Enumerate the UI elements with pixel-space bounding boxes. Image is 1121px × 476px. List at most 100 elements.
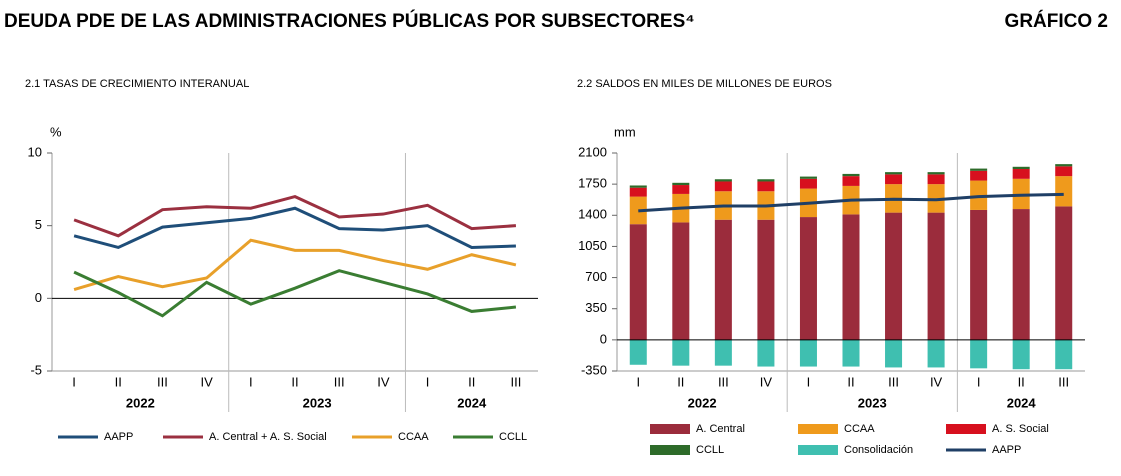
x-tick-label: III: [718, 374, 729, 389]
bar-segment: [1012, 339, 1030, 370]
bar-segment: [672, 339, 690, 366]
x-tick-label: I: [807, 374, 811, 389]
bar-segment: [799, 178, 817, 189]
x-tick-label: IV: [377, 374, 390, 389]
bar-segment: [714, 339, 732, 366]
x-group-label: 2022: [126, 395, 155, 410]
bar-segment: [970, 170, 988, 181]
y-tick-label: 700: [585, 269, 607, 284]
y-tick-label: 1050: [578, 238, 607, 253]
bar-segment: [799, 217, 817, 340]
bar-segment: [757, 219, 775, 340]
x-tick-label: II: [1018, 374, 1025, 389]
bar-segment: [757, 179, 775, 182]
x-tick-label: I: [249, 374, 253, 389]
x-tick-label: III: [157, 374, 168, 389]
bar-segment: [842, 214, 860, 340]
bar-segment: [757, 339, 775, 367]
x-tick-label: I: [72, 374, 76, 389]
bar-segment: [629, 339, 647, 365]
bar-segment: [927, 339, 945, 368]
x-tick-label: II: [291, 374, 298, 389]
x-tick-label: I: [636, 374, 640, 389]
legend-swatch: [946, 424, 986, 434]
legend-label: AAPP: [104, 431, 133, 443]
bar-segment: [970, 168, 988, 171]
y-tick-label: 2100: [578, 144, 607, 159]
legend-label: CCLL: [696, 444, 724, 456]
y-tick-label: -350: [581, 362, 607, 377]
bar-segment: [1055, 164, 1073, 167]
bar-segment: [799, 176, 817, 179]
chart-subtitle: 2.1 TASAS DE CRECIMIENTO INTERANUAL: [25, 78, 249, 90]
x-tick-label: I: [977, 374, 981, 389]
bar-segment: [757, 181, 775, 192]
bar-segment: [629, 187, 647, 197]
bar-segment: [1012, 209, 1030, 340]
bar-segment: [1055, 166, 1073, 177]
y-tick-label: 10: [28, 144, 42, 159]
y-unit: %: [50, 124, 62, 139]
bar-segment: [1012, 166, 1030, 170]
y-tick-label: 5: [35, 217, 42, 232]
bar-segment: [885, 174, 903, 185]
bar-segment: [927, 174, 945, 185]
bar-segment: [1012, 169, 1030, 179]
bar-segment: [799, 339, 817, 367]
page-title: DEUDA PDE DE LAS ADMINISTRACIONES PÚBLIC…: [4, 10, 695, 32]
bar-segment: [629, 224, 647, 340]
y-tick-label: 1400: [578, 207, 607, 222]
y-tick-label: -5: [30, 362, 42, 377]
line-series: [73, 206, 516, 250]
legend-label: A. Central + A. S. Social: [209, 431, 327, 443]
x-group-label: 2022: [688, 395, 717, 410]
legend-label: A. S. Social: [992, 423, 1049, 435]
legend-swatch: [798, 424, 838, 434]
x-tick-label: IV: [760, 374, 773, 389]
bar-segment: [1055, 176, 1073, 207]
line-series: [73, 238, 517, 292]
x-tick-label: II: [677, 374, 684, 389]
legend-label: Consolidación: [844, 444, 913, 456]
bar-segment: [1055, 339, 1073, 370]
legend-label: CCAA: [844, 423, 875, 435]
y-unit: mm: [614, 124, 636, 139]
legend-swatch: [650, 424, 690, 434]
bar-segment: [672, 182, 690, 186]
x-tick-label: IV: [930, 374, 943, 389]
x-group-label: 2023: [858, 395, 887, 410]
legend-swatch: [798, 445, 838, 455]
y-tick-label: 0: [35, 290, 42, 305]
legend-label: A. Central: [696, 423, 745, 435]
y-tick-label: 1750: [578, 176, 607, 191]
y-tick-label: 0: [600, 331, 607, 346]
x-tick-label: II: [115, 374, 122, 389]
x-tick-label: II: [468, 374, 475, 389]
figure-label: GRÁFICO 2: [1005, 10, 1108, 32]
bar-segment: [842, 173, 860, 177]
x-group-label: 2024: [1007, 395, 1037, 410]
bar-segment: [1055, 206, 1073, 340]
x-group-label: 2023: [303, 395, 332, 410]
bar-segment: [927, 172, 945, 175]
x-tick-label: III: [334, 374, 345, 389]
bar-segment: [885, 212, 903, 340]
y-tick-label: 350: [585, 300, 607, 315]
bar-segment: [629, 185, 647, 188]
bar-segment: [970, 209, 988, 340]
x-tick-label: I: [426, 374, 430, 389]
legend-label: AAPP: [992, 444, 1021, 456]
bar-segment: [714, 181, 732, 192]
bar-segment: [714, 219, 732, 340]
legend-swatch: [650, 445, 690, 455]
bar-segment: [842, 176, 860, 186]
x-tick-label: III: [888, 374, 899, 389]
bar-segment: [842, 339, 860, 367]
chart-subtitle: 2.2 SALDOS EN MILES DE MILLONES DE EUROS: [577, 78, 832, 90]
bar-segment: [927, 212, 945, 340]
bar-segment: [672, 185, 690, 194]
bar-segment: [885, 172, 903, 175]
bar-segment: [970, 339, 988, 369]
bar-segment: [885, 339, 903, 368]
